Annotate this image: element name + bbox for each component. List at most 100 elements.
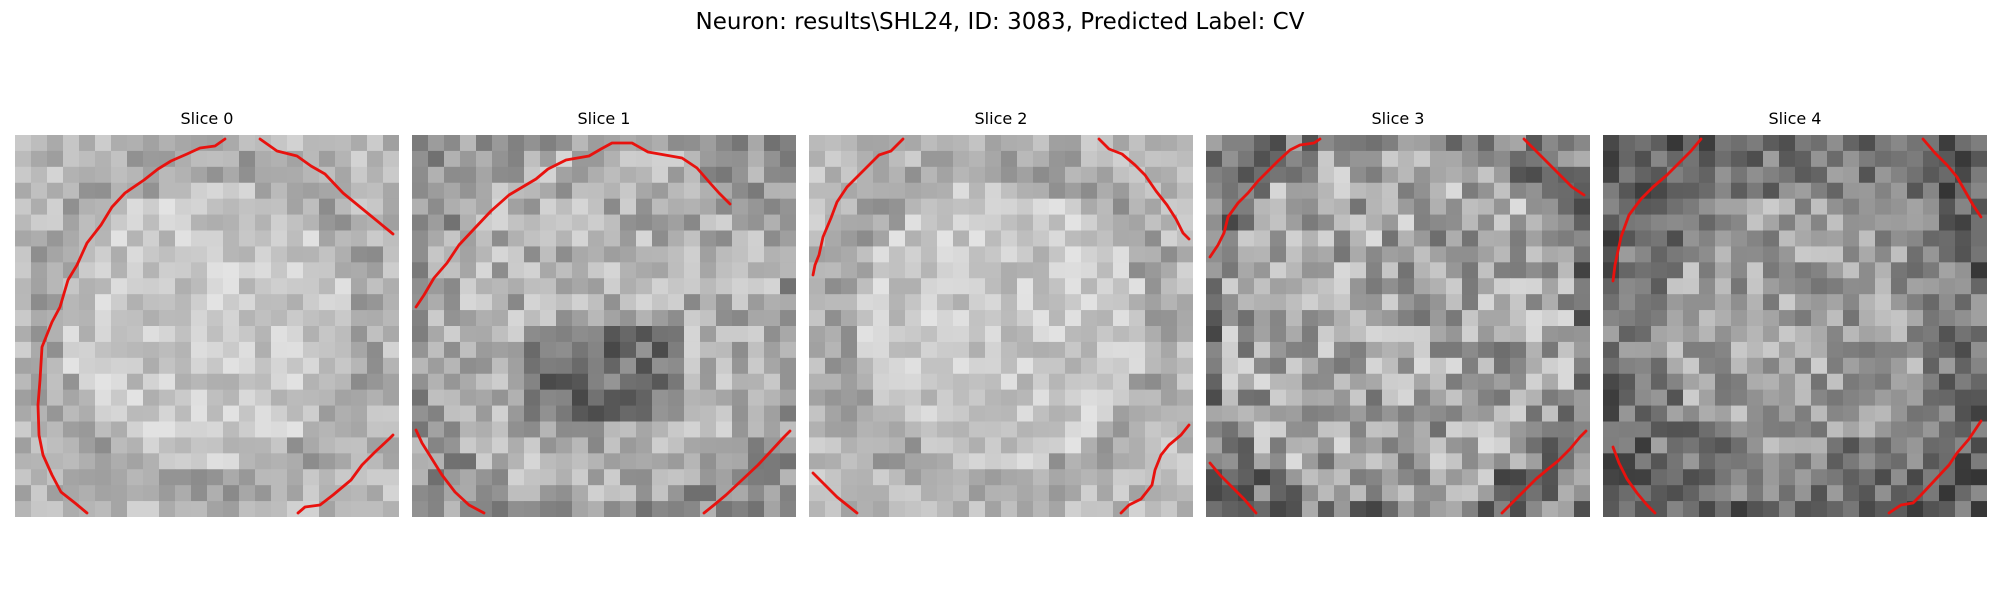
pixel-cell [127, 262, 144, 279]
pixel-cell [684, 437, 701, 454]
pixel-cell [1747, 278, 1764, 295]
pixel-cell [1366, 341, 1383, 359]
pixel-cell [1113, 198, 1130, 215]
pixel-cell [1843, 389, 1860, 406]
pixel-cell [716, 357, 733, 375]
pixel-cell [1542, 182, 1559, 200]
pixel-cell [1081, 135, 1098, 152]
pixel-cell [492, 326, 509, 343]
pixel-cell [1651, 453, 1668, 470]
pixel-cell [921, 135, 938, 152]
pixel-cell [652, 453, 669, 470]
pixel-cell [937, 469, 954, 486]
pixel-cell [47, 150, 64, 168]
pixel-cell [351, 214, 368, 231]
pixel-cell [1129, 421, 1146, 438]
pixel-cell [207, 198, 224, 215]
pixel-cell [780, 135, 796, 152]
pixel-cell [857, 135, 874, 152]
pixel-cell [159, 485, 176, 502]
pixel-cell [1001, 310, 1018, 327]
pixel-cell [460, 166, 477, 184]
pixel-cell [969, 262, 986, 279]
pixel-cell [1699, 294, 1716, 311]
pixel-cell [1747, 357, 1764, 375]
pixel-cell [15, 389, 32, 406]
pixel-cell [1907, 294, 1924, 311]
pixel-cell [63, 373, 80, 391]
pixel-cell [15, 166, 32, 184]
pixel-cell [1430, 198, 1447, 215]
pixel-cell [191, 198, 208, 215]
pixel-cell [1827, 246, 1844, 263]
pixel-cell [1081, 326, 1098, 343]
pixel-cell [255, 135, 272, 152]
pixel-cell [1446, 246, 1463, 263]
pixel-cell [287, 310, 304, 327]
pixel-cell [1779, 262, 1796, 279]
pixel-cell [1462, 326, 1479, 343]
pixel-cell [748, 230, 765, 247]
pixel-cell [1907, 501, 1924, 517]
pixel-cell [748, 246, 765, 263]
pixel-cell [1635, 326, 1652, 343]
pixel-cell [271, 437, 288, 454]
pixel-cell [1955, 150, 1972, 168]
pixel-cell [1875, 469, 1892, 486]
pixel-cell [127, 469, 144, 486]
pixel-cell [1699, 341, 1716, 359]
pixel-cell [1859, 341, 1876, 359]
pixel-cell [825, 278, 842, 295]
pixel-cell [556, 421, 573, 438]
pixel-cell [1558, 405, 1575, 422]
pixel-cell [1955, 485, 1972, 502]
pixel-cell [873, 182, 890, 200]
pixel-cell [127, 485, 144, 502]
pixel-cell [1635, 357, 1652, 375]
pixel-cell [1478, 135, 1495, 152]
pixel-cell [809, 198, 826, 215]
pixel-cell [127, 501, 144, 517]
pixel-cell [1097, 166, 1114, 184]
pixel-cell [412, 214, 429, 231]
pixel-cell [524, 469, 541, 486]
pixel-cell [857, 246, 874, 263]
pixel-cell [1747, 135, 1764, 152]
pixel-cell [1081, 373, 1098, 391]
pixel-cell [492, 501, 509, 517]
pixel-cell [921, 373, 938, 391]
pixel-cell [1145, 182, 1162, 200]
pixel-cell [969, 294, 986, 311]
pixel-cell [428, 501, 445, 517]
pixel-cell [732, 294, 749, 311]
pixel-cell [1795, 166, 1812, 184]
pixel-cell [159, 421, 176, 438]
pixel-cell [143, 437, 160, 454]
pixel-cell [319, 453, 336, 470]
pixel-cell [588, 278, 605, 295]
pixel-cell [969, 421, 986, 438]
pixel-cell [1033, 501, 1050, 517]
pixel-cell [1494, 262, 1511, 279]
pixel-cell [937, 373, 954, 391]
pixel-cell [1619, 150, 1636, 168]
pixel-cell [873, 310, 890, 327]
pixel-cell [652, 389, 669, 406]
pixel-cell [476, 294, 493, 311]
pixel-cell [1635, 278, 1652, 295]
pixel-cell [1731, 485, 1748, 502]
pixel-cell [748, 214, 765, 231]
pixel-cell [825, 469, 842, 486]
pixel-cell [732, 469, 749, 486]
pixel-cell [1795, 357, 1812, 375]
pixel-cell [873, 230, 890, 247]
pixel-cell [841, 485, 858, 502]
pixel-cell [1254, 230, 1271, 247]
pixel-cell [444, 326, 461, 343]
pixel-cell [1206, 246, 1223, 263]
pixel-cell [1763, 246, 1780, 263]
pixel-cell [460, 501, 477, 517]
pixel-cell [1017, 150, 1034, 168]
pixel-cell [351, 278, 368, 295]
pixel-cell [383, 453, 399, 470]
